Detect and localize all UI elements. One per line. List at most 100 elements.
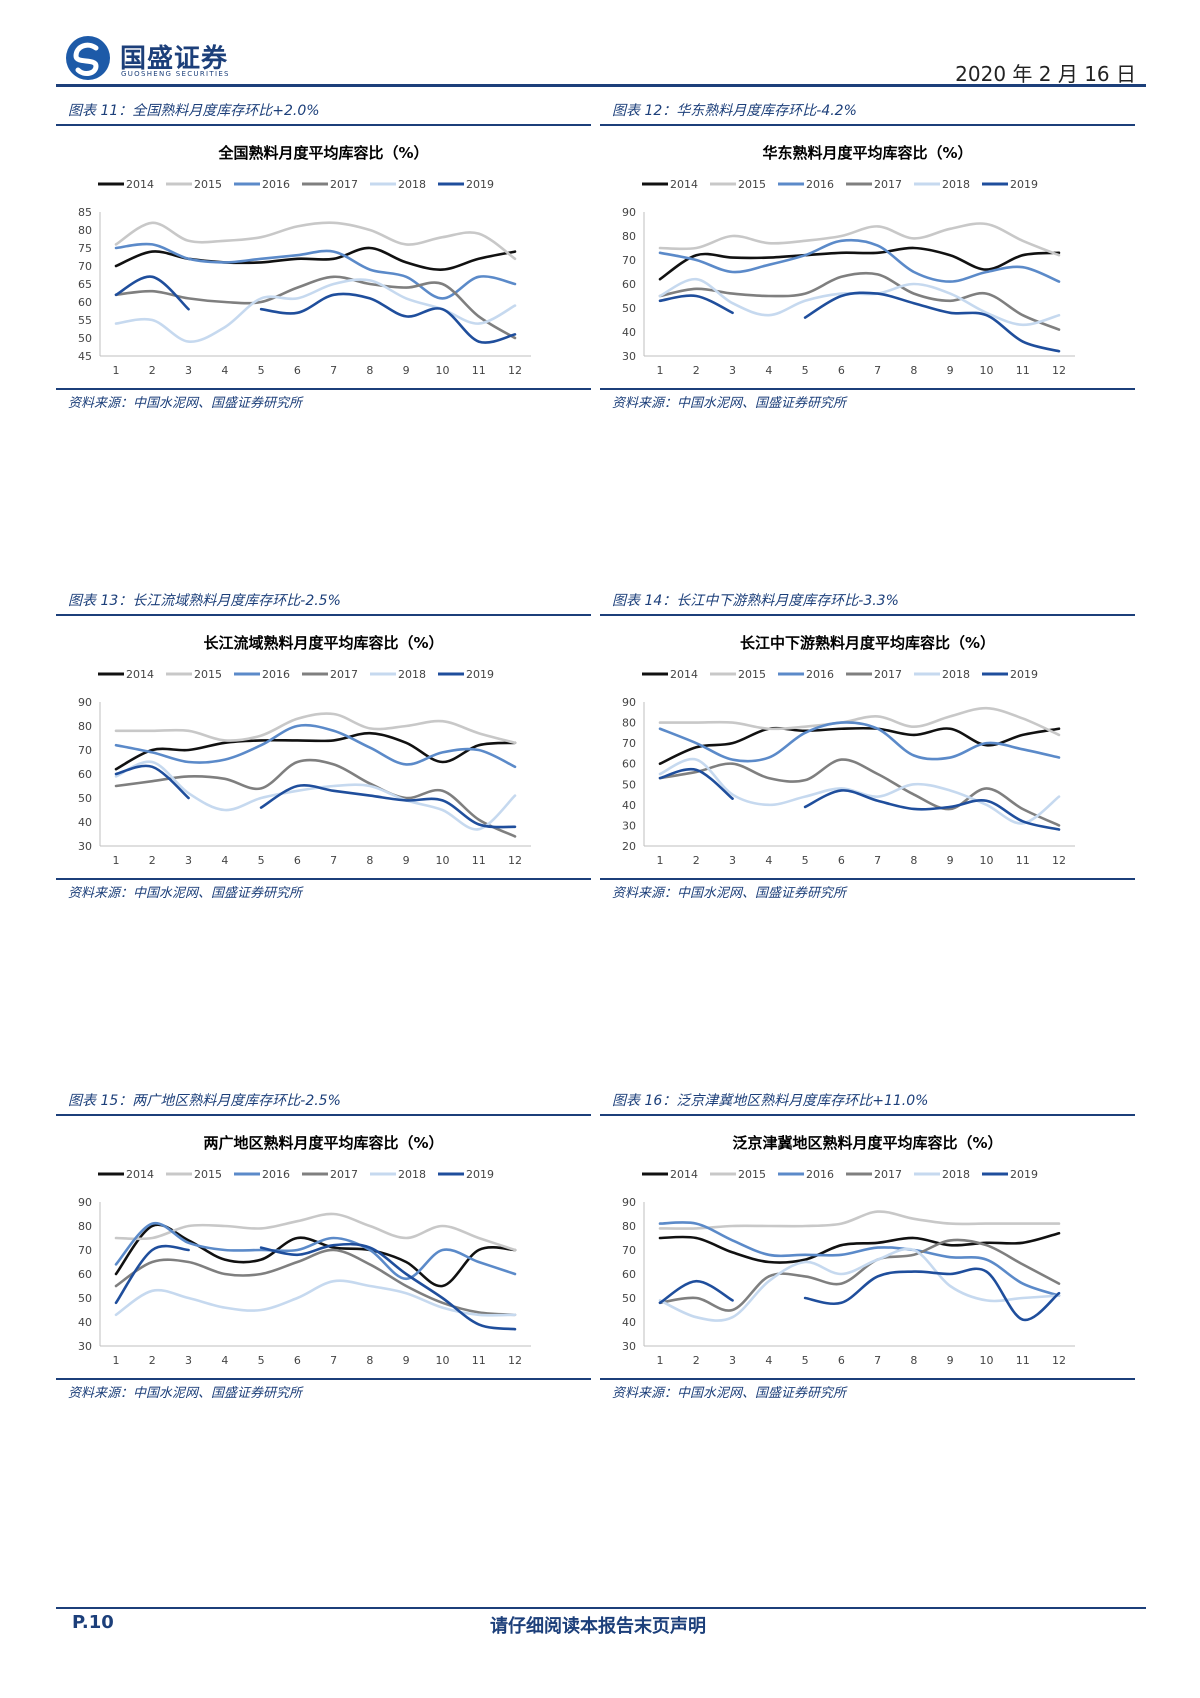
x-tick-label: 2 <box>149 854 156 867</box>
legend-label: 2015 <box>738 178 766 191</box>
figure-divider-bottom <box>600 878 1135 880</box>
series-line-2016 <box>114 1221 517 1281</box>
x-tick-label: 7 <box>874 364 881 377</box>
y-tick-label: 60 <box>622 278 636 291</box>
brand-name: 国盛证券 <box>120 44 229 74</box>
series-line-2016 <box>114 242 517 300</box>
x-tick-label: 5 <box>258 364 265 377</box>
series-line-2019 <box>114 1244 190 1305</box>
x-tick-label: 2 <box>693 1354 700 1367</box>
chart-title: 两广地区熟料月度平均库容比（%） <box>203 1134 443 1152</box>
chart-title: 长江中下游熟料月度平均库容比（%） <box>740 634 995 652</box>
legend-label: 2016 <box>806 668 834 681</box>
x-tick-label: 1 <box>657 364 664 377</box>
y-tick-label: 90 <box>78 696 92 709</box>
page-number: P.10 <box>72 1612 114 1633</box>
series-line-2018 <box>658 277 1061 327</box>
y-tick-label: 70 <box>622 254 636 267</box>
y-tick-label: 60 <box>622 1268 636 1281</box>
chart-title: 全国熟料月度平均库容比（%） <box>217 144 428 162</box>
y-tick-label: 60 <box>78 768 92 781</box>
x-tick-label: 3 <box>185 364 192 377</box>
x-tick-label: 11 <box>1016 364 1030 377</box>
legend-label: 2018 <box>398 178 426 191</box>
chart-title: 华东熟料月度平均库容比（%） <box>762 144 972 162</box>
y-tick-label: 40 <box>622 326 636 339</box>
x-tick-label: 8 <box>366 854 373 867</box>
x-tick-label: 1 <box>113 1354 120 1367</box>
series-line-2019 <box>803 291 1061 353</box>
x-tick-label: 10 <box>979 1354 993 1367</box>
figure-source: 资料来源：中国水泥网、国盛证券研究所 <box>68 396 303 411</box>
x-tick-label: 11 <box>472 364 486 377</box>
legend-label: 2015 <box>738 1168 766 1181</box>
x-tick-label: 5 <box>802 364 809 377</box>
series-line-2017 <box>658 1238 1061 1312</box>
x-tick-label: 11 <box>472 1354 486 1367</box>
y-tick-label: 40 <box>622 799 636 812</box>
x-tick-label: 10 <box>979 854 993 867</box>
y-tick-label: 75 <box>78 242 92 255</box>
x-tick-label: 2 <box>693 364 700 377</box>
y-tick-label: 80 <box>622 230 636 243</box>
figure-source: 资料来源：中国水泥网、国盛证券研究所 <box>612 886 847 901</box>
header-divider <box>56 84 1146 87</box>
series-line-2015 <box>114 1212 517 1252</box>
x-tick-label: 5 <box>802 1354 809 1367</box>
legend-label: 2017 <box>330 178 358 191</box>
figure-divider-bottom <box>56 388 591 390</box>
series-line-2018 <box>114 1279 517 1317</box>
x-tick-label: 11 <box>1016 854 1030 867</box>
x-tick-label: 6 <box>294 1354 301 1367</box>
x-tick-label: 12 <box>1052 854 1066 867</box>
y-tick-label: 50 <box>622 302 636 315</box>
x-tick-label: 5 <box>258 854 265 867</box>
y-tick-label: 80 <box>622 717 636 730</box>
figure-source: 资料来源：中国水泥网、国盛证券研究所 <box>612 396 847 411</box>
x-tick-label: 12 <box>508 854 522 867</box>
x-tick-label: 1 <box>657 1354 664 1367</box>
y-tick-label: 70 <box>78 1244 92 1257</box>
legend-label: 2018 <box>398 1168 426 1181</box>
legend-label: 2019 <box>1010 668 1038 681</box>
series-line-2016 <box>114 723 517 769</box>
y-tick-label: 60 <box>622 758 636 771</box>
legend-label: 2019 <box>466 178 494 191</box>
x-tick-label: 4 <box>765 854 772 867</box>
figure-divider <box>600 124 1135 126</box>
footer-divider <box>56 1607 1146 1609</box>
series-line-2018 <box>658 1247 1061 1322</box>
x-tick-label: 12 <box>1052 1354 1066 1367</box>
y-tick-label: 30 <box>622 350 636 363</box>
figure-label: 图表 15：两广地区熟料月度库存环比-2.5% <box>68 1093 341 1109</box>
figure-divider <box>600 1114 1135 1116</box>
legend-label: 2015 <box>194 178 222 191</box>
x-tick-label: 5 <box>802 854 809 867</box>
x-tick-label: 4 <box>765 364 772 377</box>
x-tick-label: 8 <box>366 364 373 377</box>
figure-label: 图表 12：华东熟料月度库存环比-4.2% <box>612 103 857 119</box>
x-tick-label: 6 <box>294 364 301 377</box>
series-line-2014 <box>658 246 1061 281</box>
x-tick-label: 9 <box>947 1354 954 1367</box>
x-tick-label: 7 <box>330 364 337 377</box>
figure-divider <box>56 1114 591 1116</box>
series-line-2014 <box>114 1223 517 1288</box>
x-tick-label: 8 <box>910 364 917 377</box>
figure-divider-bottom <box>600 388 1135 390</box>
legend-label: 2018 <box>942 668 970 681</box>
legend-label: 2019 <box>466 668 494 681</box>
legend-label: 2019 <box>1010 178 1038 191</box>
legend-label: 2017 <box>330 668 358 681</box>
figure-label: 图表 16：泛京津冀地区熟料月度库存环比+11.0% <box>612 1093 929 1109</box>
series-line-2016 <box>658 721 1061 763</box>
series-line-2014 <box>658 1231 1061 1264</box>
series-line-2019 <box>658 1279 734 1305</box>
x-tick-label: 8 <box>910 854 917 867</box>
y-tick-label: 80 <box>622 1220 636 1233</box>
y-tick-label: 40 <box>622 1316 636 1329</box>
figure-source: 资料来源：中国水泥网、国盛证券研究所 <box>68 1386 303 1401</box>
x-tick-label: 10 <box>435 1354 449 1367</box>
x-tick-label: 7 <box>330 854 337 867</box>
legend-label: 2018 <box>942 178 970 191</box>
